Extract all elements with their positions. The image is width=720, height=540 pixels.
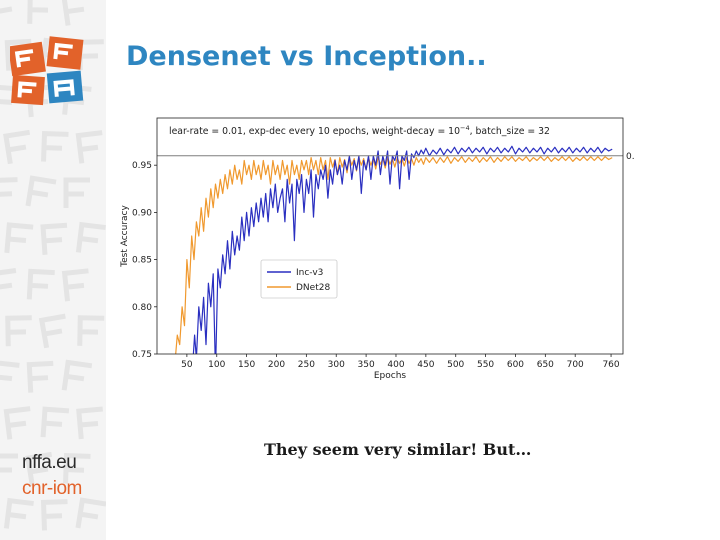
sidebar-pattern-glyph [40,222,68,255]
sidebar-pattern-glyph [0,267,17,302]
y-tick-label: 0.90 [132,208,152,218]
x-tick-label: 450 [417,360,434,370]
sidebar-pattern-glyph [3,129,31,165]
x-tick-label: 150 [238,360,255,370]
legend-box [260,259,338,299]
sidebar-pattern-glyph [0,360,20,391]
sidebar-pattern-glyph [41,131,69,162]
y-tick-label: 0.95 [132,161,152,171]
y-axis-label: Test Accuracy [120,204,130,267]
sidebar-pattern-glyph [61,268,89,302]
sidebar-pattern-glyph [61,359,93,391]
plot-frame [156,117,624,355]
x-tick-label: 100 [208,360,225,370]
sidebar-pattern-glyph [0,0,16,27]
series-line-dnet28 [175,156,613,354]
y-tick-label: 0.80 [132,303,152,313]
slide-caption: They seem very similar! But… [264,440,532,459]
sidebar-pattern-glyph [40,499,68,531]
sidebar-pattern-glyph [3,406,31,440]
x-tick-label: 50 [181,360,193,370]
sidebar-pattern-glyph [26,268,55,300]
x-tick-label: 550 [477,360,494,370]
sidebar-pattern-glyph [26,360,54,393]
chart-title-main: lear-rate = 0.01, exp-dec every 10 epoch… [169,126,460,137]
x-tick-label: 250 [298,360,315,370]
x-tick-label: 600 [507,360,524,370]
sidebar-pattern-glyph [4,222,34,254]
sidebar-pattern-panel: nffa.eu cnr-iom [0,0,106,540]
sidebar-pattern-glyph [3,497,34,529]
series-line-inc-v3 [192,145,613,354]
legend: Inc-v3 DNet28 [260,259,338,299]
cnr-iom-logo: cnr-iom [22,478,82,499]
x-tick-label: 500 [447,360,464,370]
chart-title-exponent: −4 [460,124,470,132]
x-tick-label: 650 [537,360,554,370]
slide-title: Densenet vs Inception.. [126,41,487,72]
sidebar-pattern-glyph [5,315,32,347]
x-axis-label: Epochs [374,371,407,381]
x-tick-label: 300 [328,360,345,370]
nffa-eu-logo: nffa.eu [22,452,77,473]
sidebar-pattern-glyph [38,313,66,349]
sidebar-pattern-glyph [40,406,70,438]
legend-label-inc-v3: Inc-v3 [296,268,323,278]
sidebar-pattern-glyph [27,0,55,24]
sidebar-pattern-glyph [0,453,18,473]
series-layer [175,145,613,354]
sidebar-pattern-glyph [75,221,106,253]
sidebar-pattern-glyph [75,497,106,529]
chart-title-tail: , batch_size = 32 [470,126,550,137]
plot-area: 0.96 50 100 150 200 250 300 350 400 450 500 550 600 6… [132,117,635,370]
sidebar-pattern-glyph [63,453,91,484]
sidebar-pattern-glyph [76,406,103,440]
nffa-logo-icon [10,36,84,106]
reference-line-label: 0.96 [626,152,635,162]
y-tick-label: 0.75 [132,350,152,360]
sidebar-pattern-glyph [25,175,57,207]
sidebar-pattern-glyph [77,315,105,346]
accuracy-line-chart: 0.96 50 100 150 200 250 300 350 400 450 500 550 600 6… [120,117,635,381]
sidebar-pattern-glyph [0,84,20,116]
y-tick-label: 0.85 [132,256,152,266]
sidebar-pattern-glyph [63,177,90,208]
legend-label-dnet28: DNet28 [296,283,330,293]
sidebar-pattern-glyph [61,0,89,26]
sidebar-pattern-glyph [75,130,103,164]
x-tick-label: 400 [387,360,404,370]
x-tick-label: 350 [358,360,375,370]
sidebar-pattern-glyph [0,177,18,209]
x-tick-label: 700 [567,360,584,370]
sidebar-pattern-glyph [25,451,53,487]
x-tick-label: 200 [268,360,285,370]
x-tick-label: 760 [602,360,619,370]
chart-title: lear-rate = 0.01, exp-dec every 10 epoch… [169,124,550,137]
